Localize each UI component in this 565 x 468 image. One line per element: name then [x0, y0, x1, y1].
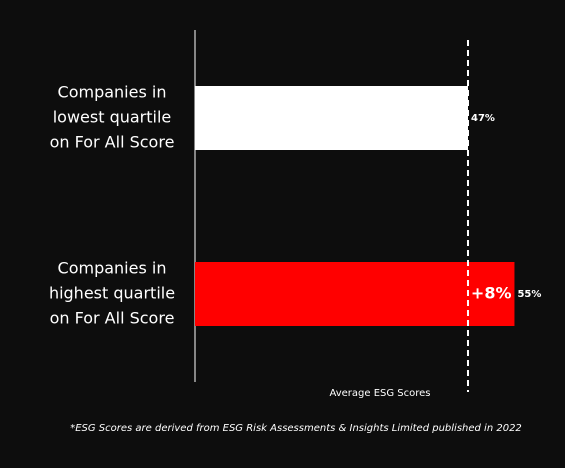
category-label: lowest quartile: [53, 108, 172, 127]
category-label: Companies in: [58, 259, 167, 278]
bar: [195, 86, 468, 150]
reference-label: Average ESG Scores: [329, 388, 430, 399]
annotation: +8%: [471, 284, 512, 303]
value-label: 47%: [471, 113, 495, 124]
value-label: 55%: [517, 289, 541, 300]
category-label: on For All Score: [50, 309, 175, 328]
bar: [195, 262, 515, 326]
category-label: highest quartile: [49, 284, 175, 303]
category-label: Companies in: [58, 83, 167, 102]
category-label: on For All Score: [50, 133, 175, 152]
footnote: *ESG Scores are derived from ESG Risk As…: [70, 423, 522, 434]
